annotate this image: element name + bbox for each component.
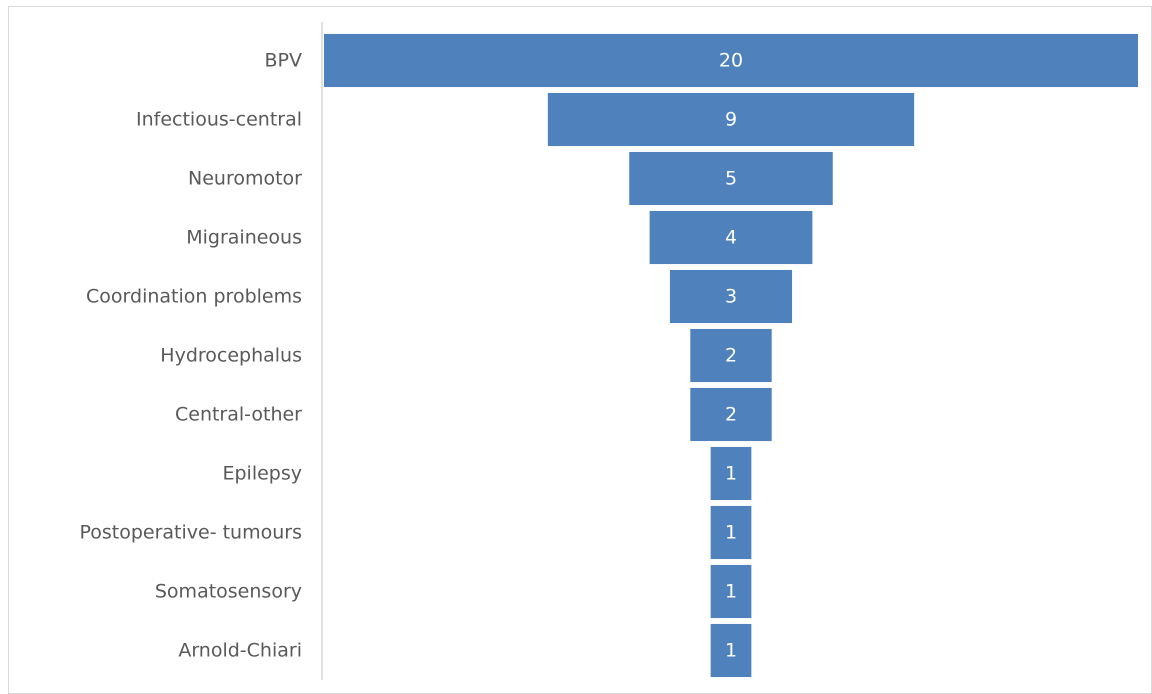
value-label: 2 xyxy=(725,404,737,426)
category-label: Hydrocephalus xyxy=(160,345,302,367)
funnel-bar xyxy=(710,505,752,560)
funnel-bar xyxy=(547,92,915,147)
category-label: Migraineous xyxy=(186,227,302,249)
funnel-bar xyxy=(649,210,813,265)
funnel-bar xyxy=(690,328,772,383)
funnel-bar xyxy=(710,564,752,619)
value-label: 3 xyxy=(725,286,737,308)
funnel-bar xyxy=(669,269,793,324)
value-label: 4 xyxy=(725,227,737,249)
value-label: 9 xyxy=(725,109,737,131)
category-label: Coordination problems xyxy=(86,286,302,308)
category-label: BPV xyxy=(265,50,303,72)
funnel-bar xyxy=(710,446,752,501)
value-label: 2 xyxy=(725,345,737,367)
value-label: 1 xyxy=(725,463,737,485)
category-label: Postoperative- tumours xyxy=(79,522,302,544)
category-label: Epilepsy xyxy=(222,463,302,485)
category-label: Central-other xyxy=(175,404,302,426)
value-label: 5 xyxy=(725,168,737,190)
category-label: Neuromotor xyxy=(188,168,302,190)
value-label: 1 xyxy=(725,522,737,544)
funnel-bar xyxy=(690,387,772,442)
category-label: Arnold-Chiari xyxy=(178,640,302,662)
category-label: Somatosensory xyxy=(155,581,302,603)
funnel-bar xyxy=(629,151,833,206)
funnel-bar xyxy=(324,33,1138,88)
value-label: 20 xyxy=(719,50,743,72)
value-label: 1 xyxy=(725,640,737,662)
funnel-bar xyxy=(710,623,752,678)
value-label: 1 xyxy=(725,581,737,603)
category-label: Infectious-central xyxy=(136,109,302,131)
